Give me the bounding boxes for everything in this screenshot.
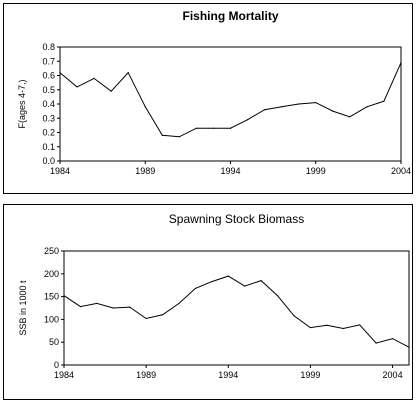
spawning-stock-biomass-panel: Spawning Stock Biomass 0 50 100 150 200 250 198… xyxy=(3,204,413,400)
y-tick-label: 0.5 xyxy=(42,85,55,95)
x-tick-label: 1984 xyxy=(50,166,70,176)
data-point xyxy=(229,127,232,129)
data-point xyxy=(293,315,295,317)
data-point xyxy=(59,72,61,74)
data-point xyxy=(276,295,279,297)
x-tick-label: 1994 xyxy=(218,370,238,380)
y-tick-label: 0.4 xyxy=(42,99,55,109)
data-point xyxy=(332,110,334,112)
data-point xyxy=(342,327,344,330)
y-tick-label: 0.7 xyxy=(42,56,55,66)
y-tick-label: 200 xyxy=(44,269,59,279)
y-tick-label: 0 xyxy=(54,360,59,370)
data-point xyxy=(212,127,215,129)
data-point xyxy=(349,116,351,118)
x-tick-label: 2004 xyxy=(391,166,411,176)
data-point xyxy=(309,327,312,329)
series-line xyxy=(59,62,402,138)
y-tick-label: 0.3 xyxy=(42,113,55,123)
data-point xyxy=(383,100,385,102)
data-point xyxy=(194,287,197,289)
y-tick-label: 250 xyxy=(44,246,59,256)
data-point xyxy=(161,134,163,136)
chart-title: Spawning Stock Biomass xyxy=(169,212,304,226)
data-point xyxy=(298,103,300,105)
data-point xyxy=(244,285,246,287)
data-point xyxy=(63,295,65,297)
data-point xyxy=(281,106,283,108)
plot-frame xyxy=(63,250,410,366)
data-point xyxy=(79,306,82,308)
data-point xyxy=(260,280,262,282)
data-point xyxy=(211,280,213,283)
x-tick-label: 1984 xyxy=(54,370,74,380)
data-point xyxy=(110,90,112,92)
data-point xyxy=(145,317,147,320)
data-point xyxy=(96,302,98,305)
data-point xyxy=(144,106,146,108)
data-point xyxy=(315,101,317,104)
x-tick-label: 2004 xyxy=(383,370,403,380)
x-tick-label: 1999 xyxy=(306,166,326,176)
y-tick-label: 0.0 xyxy=(42,156,55,166)
y-tick-label: 50 xyxy=(49,337,59,347)
data-point xyxy=(366,106,368,108)
y-tick-label: 0.2 xyxy=(42,128,55,138)
chart-title: Fishing Mortality xyxy=(183,9,279,23)
data-point xyxy=(391,337,394,340)
data-point xyxy=(408,346,410,348)
data-point xyxy=(127,72,129,74)
fishing-mortality-panel: Fishing Mortality 0.0 0.1 0.2 0.3 0.4 0.5 0.6 0.… xyxy=(3,3,413,194)
y-tick-label: 0.1 xyxy=(42,142,55,152)
data-point xyxy=(246,119,249,121)
y-tick-label: 150 xyxy=(44,292,59,302)
x-tick-label: 1994 xyxy=(220,166,240,176)
plot-frame xyxy=(59,46,402,162)
data-point xyxy=(375,342,377,344)
x-tick-label: 1989 xyxy=(136,370,156,380)
data-point xyxy=(129,306,131,308)
data-point xyxy=(264,109,266,111)
y-axis-label: F(ages 4-7,) xyxy=(17,79,27,128)
y-tick-label: 0.6 xyxy=(42,71,55,81)
data-point xyxy=(400,62,402,64)
data-point xyxy=(178,136,180,138)
spawning-stock-biomass-chart: Spawning Stock Biomass 0 50 100 150 200 250 198… xyxy=(18,212,410,380)
y-tick-label: 100 xyxy=(44,314,59,324)
series-line xyxy=(63,275,410,348)
fishing-mortality-chart: Fishing Mortality 0.0 0.1 0.2 0.3 0.4 0.5 0.6 0.… xyxy=(17,9,411,176)
data-point xyxy=(227,275,229,277)
x-tick-label: 1989 xyxy=(135,166,155,176)
data-point xyxy=(112,307,114,309)
data-point xyxy=(76,86,78,88)
data-point xyxy=(359,324,361,326)
y-tick-label: 0.8 xyxy=(42,42,55,52)
data-point xyxy=(178,302,180,305)
y-axis-label: SSB in 1000 t xyxy=(18,280,28,336)
data-point xyxy=(195,127,197,129)
data-point xyxy=(326,324,328,326)
data-point xyxy=(161,314,164,316)
data-point xyxy=(93,77,95,79)
x-tick-label: 1999 xyxy=(300,370,320,380)
